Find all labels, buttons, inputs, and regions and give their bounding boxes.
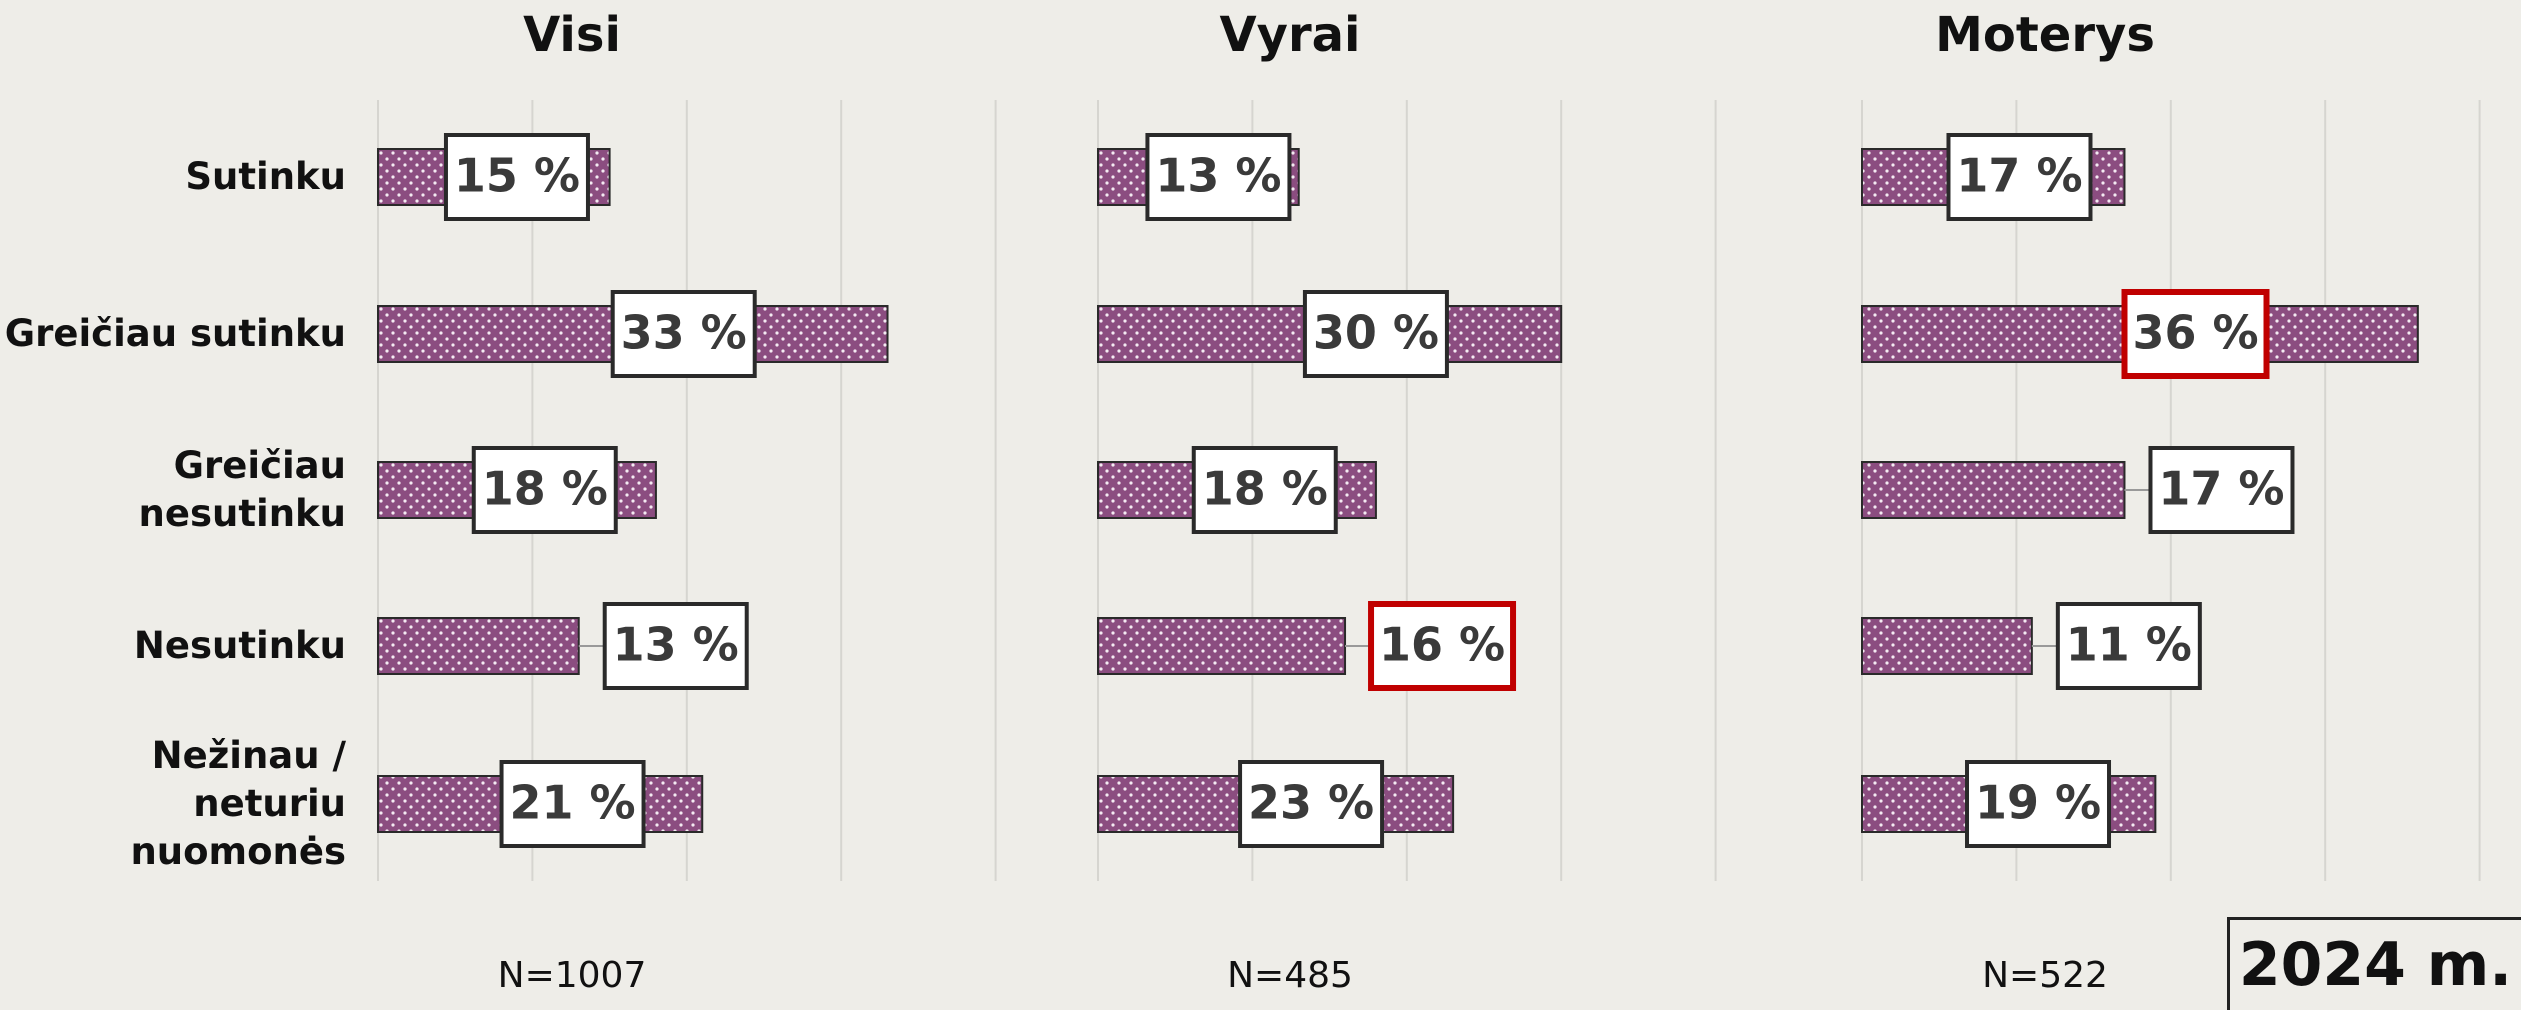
label-box — [471, 446, 618, 534]
label-box — [499, 760, 646, 848]
label-box — [443, 133, 590, 221]
label-box — [1191, 446, 1338, 534]
label-box — [1946, 133, 2093, 221]
bar — [1097, 617, 1347, 675]
bar — [1861, 617, 2033, 675]
panel-title: Vyrai — [1220, 7, 1361, 63]
label-box — [2121, 289, 2270, 379]
category-label: Greičiau sutinku — [4, 312, 346, 355]
sample-size: N=522 — [1982, 955, 2108, 996]
label-box — [1368, 601, 1517, 691]
value-label: 19 % — [1975, 776, 2101, 830]
label-box — [2148, 446, 2295, 534]
value-label: 13 % — [613, 618, 739, 672]
category-label: Sutinku — [185, 155, 346, 198]
label-box — [602, 602, 749, 690]
sample-size: N=1007 — [498, 955, 647, 996]
value-label: 33 % — [621, 306, 747, 360]
panel-title: Moterys — [1935, 7, 2155, 63]
panel-title: Visi — [523, 7, 621, 63]
value-label: 11 % — [2066, 618, 2192, 672]
value-label: 18 % — [1202, 462, 1328, 516]
label-box — [1145, 133, 1292, 221]
category-label: Greičiau nesutinku — [138, 444, 346, 535]
label-box — [610, 290, 757, 378]
value-label: 13 % — [1155, 149, 1281, 203]
value-label: 23 % — [1248, 776, 1374, 830]
year-badge: 2024 m. — [2227, 917, 2521, 1010]
bar — [377, 617, 580, 675]
category-label: Nesutinku — [133, 624, 346, 667]
value-label: 30 % — [1313, 306, 1439, 360]
value-label: 36 % — [2132, 306, 2258, 360]
value-label: 17 % — [2158, 462, 2284, 516]
label-box — [1238, 760, 1385, 848]
label-box — [1965, 760, 2112, 848]
category-label: Nežinau / neturiu nuomonės — [130, 734, 346, 873]
label-box — [2055, 602, 2202, 690]
value-label: 17 % — [1956, 149, 2082, 203]
value-label: 21 % — [509, 776, 635, 830]
value-label: 18 % — [482, 462, 608, 516]
value-label: 15 % — [454, 149, 580, 203]
bar — [1861, 461, 2126, 519]
sample-size: N=485 — [1227, 955, 1353, 996]
value-label: 16 % — [1379, 618, 1505, 672]
label-box — [1302, 290, 1449, 378]
